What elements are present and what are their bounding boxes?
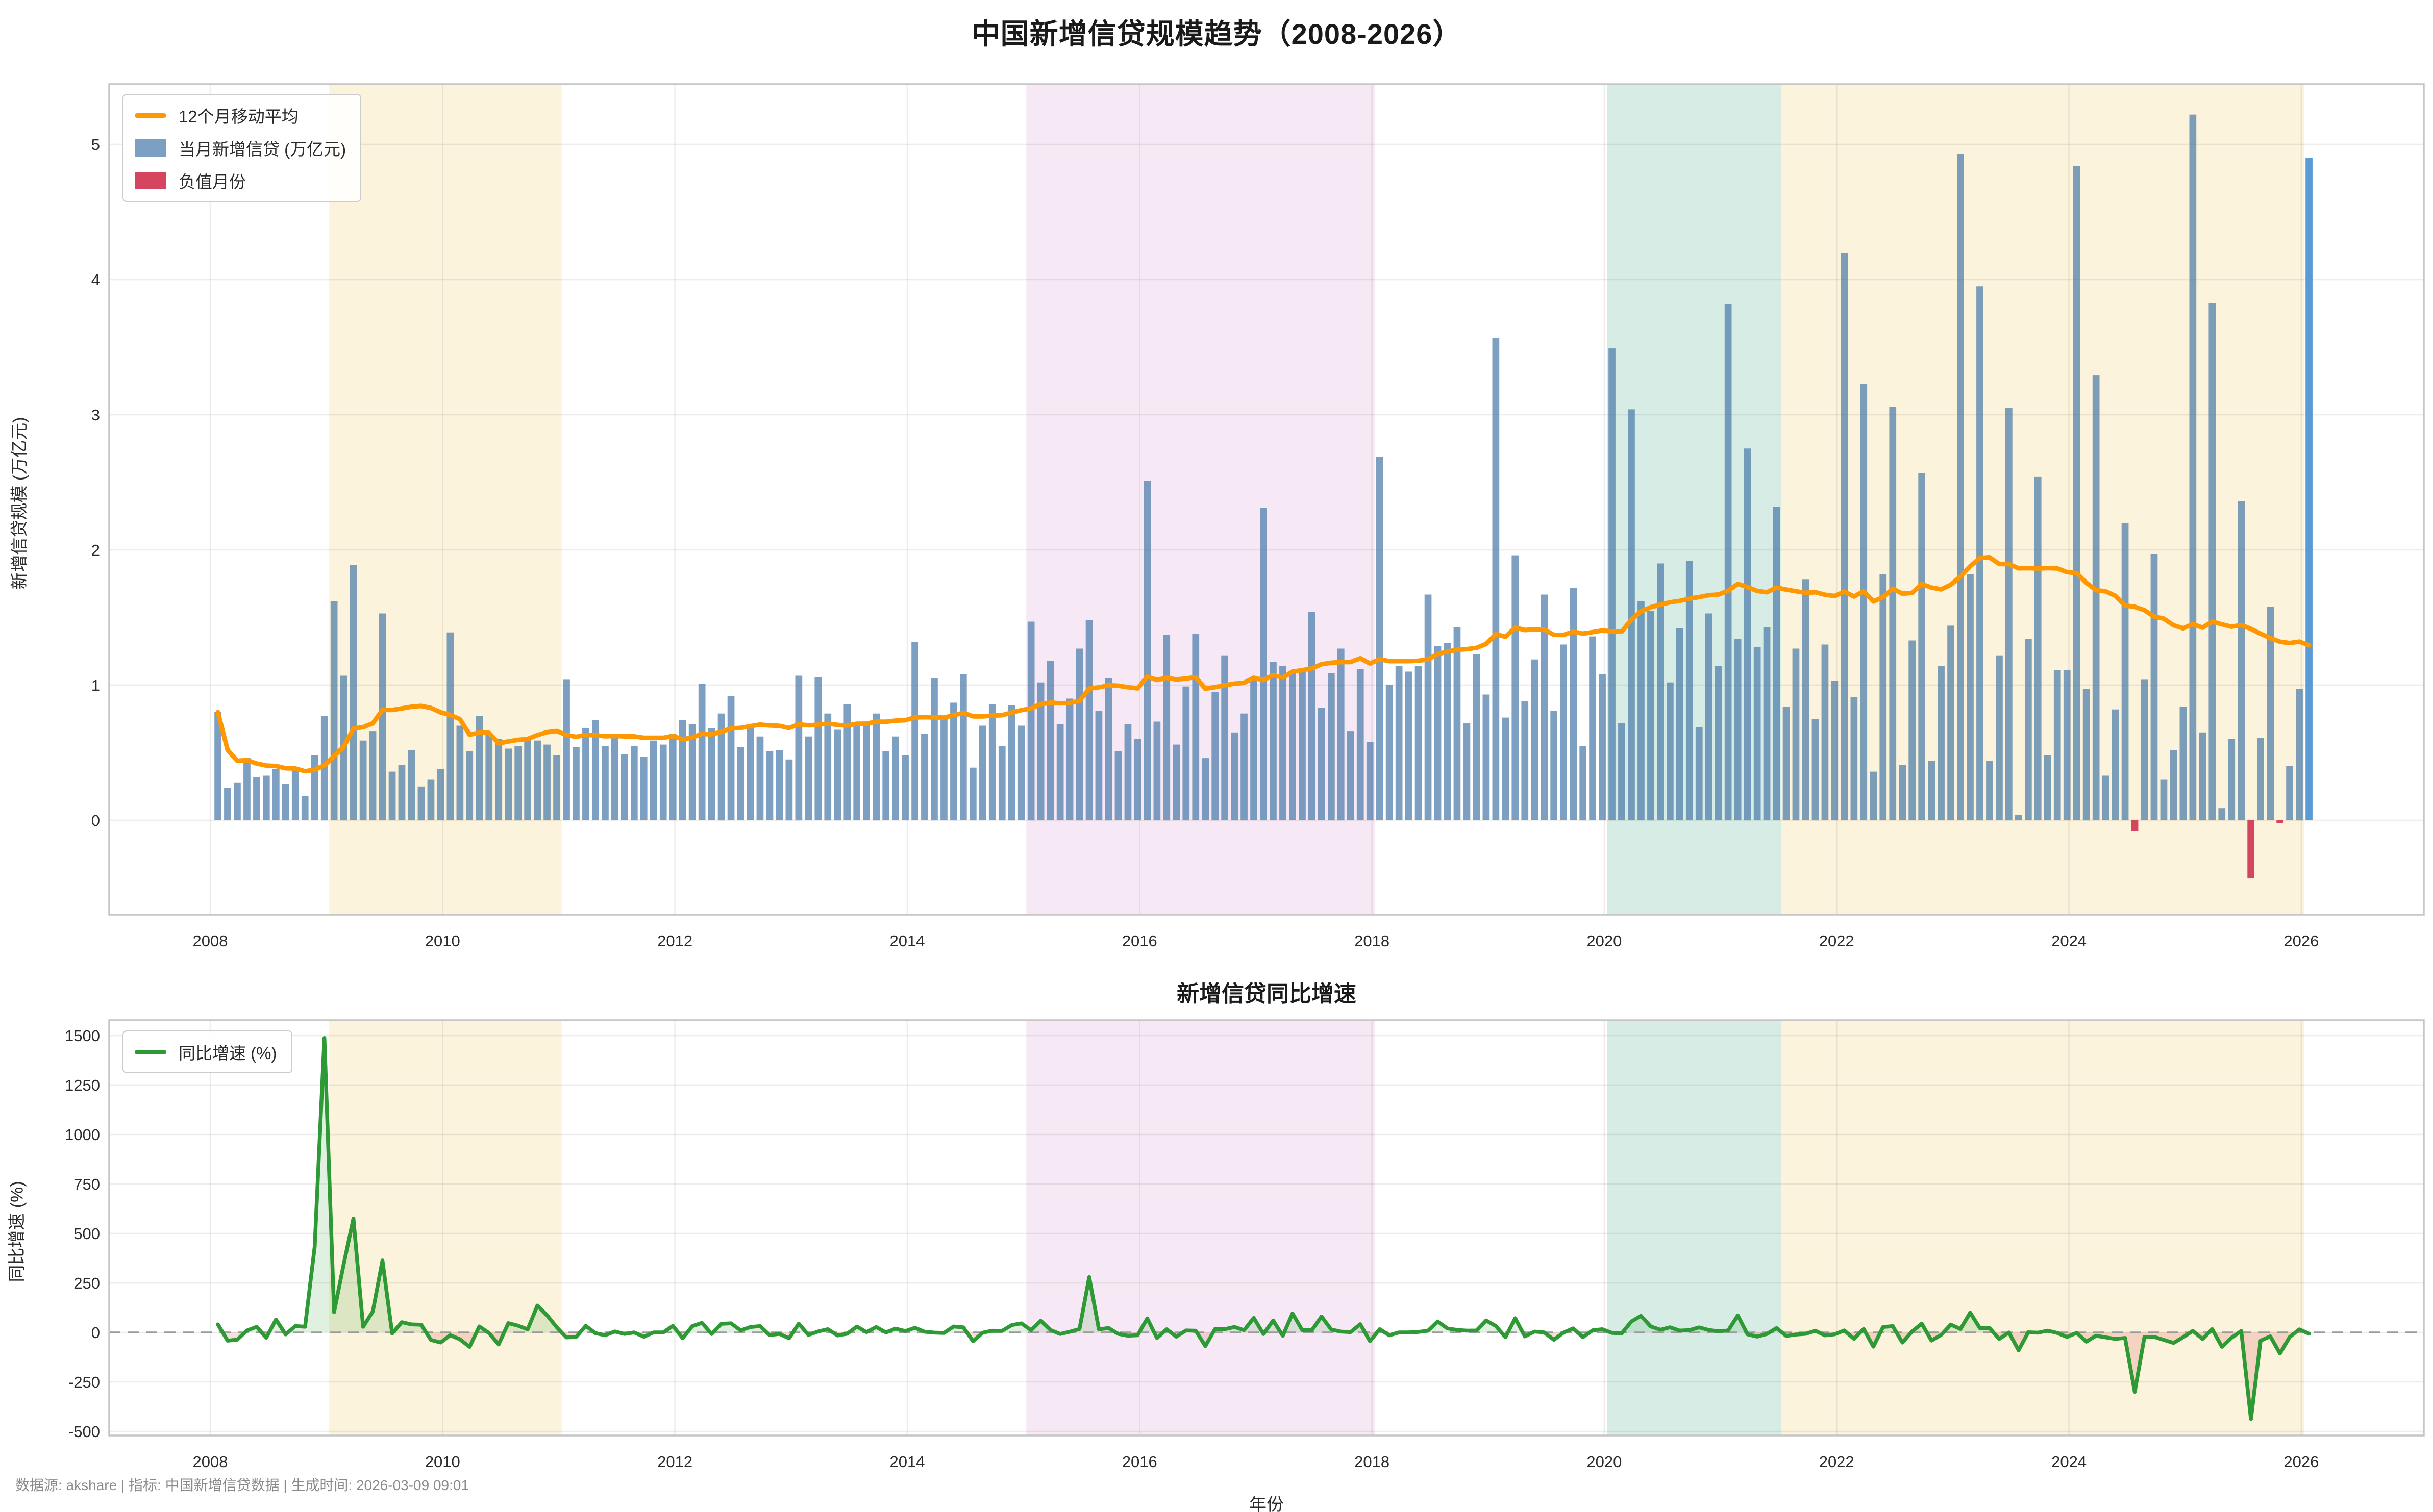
svg-text:1500: 1500	[65, 1027, 100, 1045]
svg-text:2: 2	[91, 541, 100, 559]
top-chart-canvas: 0 1 2 3 4 5 2008 2010 2012 2014 2016 2018 2020 2022 20…	[91, 83, 2425, 950]
bottom-chart-canvas: -500 -250 0 250 500 750 1000 1250 1500 2008 2010 20…	[65, 1019, 2425, 1471]
ma12-line	[215, 555, 2312, 774]
svg-text:750: 750	[73, 1175, 100, 1193]
legend-item-ma12: 12个月移动平均	[135, 103, 346, 128]
svg-text:500: 500	[73, 1225, 100, 1243]
svg-text:2018: 2018	[1354, 1453, 1389, 1471]
negative-month-bar-swatch-icon	[135, 172, 166, 189]
legend-item-yoy: 同比增速 (%)	[135, 1040, 277, 1064]
legend-item-monthly-credit: 当月新增信贷 (万亿元)	[135, 136, 346, 160]
yoy-line	[216, 1036, 2311, 1421]
svg-text:2012: 2012	[657, 1453, 692, 1471]
svg-text:2016: 2016	[1122, 932, 1157, 950]
bottom-legend: 同比增速 (%)	[122, 1030, 292, 1073]
svg-text:2012: 2012	[657, 932, 692, 950]
monthly-credit-bars	[214, 114, 2313, 878]
svg-text:2008: 2008	[193, 1453, 228, 1471]
top-legend: 12个月移动平均 当月新增信贷 (万亿元) 负值月份	[122, 94, 362, 202]
svg-text:4: 4	[91, 271, 100, 289]
x-axis-label: 年份	[1249, 1495, 1284, 1512]
svg-text:2024: 2024	[2051, 1453, 2087, 1471]
svg-text:2010: 2010	[425, 932, 460, 950]
svg-text:2026: 2026	[2283, 1453, 2319, 1471]
ma12-line-swatch-icon	[135, 113, 166, 118]
svg-text:5: 5	[91, 136, 100, 154]
svg-text:2024: 2024	[2051, 932, 2087, 950]
legend-item-negative-month: 负值月份	[135, 168, 346, 193]
svg-text:2010: 2010	[425, 1453, 460, 1471]
svg-text:250: 250	[73, 1274, 100, 1292]
svg-text:3: 3	[91, 406, 100, 424]
svg-text:2026: 2026	[2283, 932, 2319, 950]
svg-text:-250: -250	[68, 1373, 100, 1391]
bottom-chart-title: 新增信贷同比增速	[1177, 981, 1356, 1006]
svg-text:0: 0	[91, 812, 100, 829]
svg-text:1: 1	[91, 676, 100, 694]
svg-text:2014: 2014	[890, 1453, 925, 1471]
svg-text:2008: 2008	[193, 932, 228, 950]
svg-text:2022: 2022	[1819, 932, 1854, 950]
yoy-line-swatch-icon	[135, 1049, 166, 1054]
svg-text:0: 0	[91, 1324, 100, 1342]
svg-text:1250: 1250	[65, 1076, 100, 1094]
footer-text: 数据源: akshare | 指标: 中国新增信贷数据 | 生成时间: 2026…	[15, 1477, 469, 1493]
svg-text:1000: 1000	[65, 1126, 100, 1144]
svg-text:-500: -500	[68, 1423, 100, 1441]
svg-text:2016: 2016	[1122, 1453, 1157, 1471]
svg-text:2020: 2020	[1586, 1453, 1622, 1471]
monthly-credit-bar-swatch-icon	[135, 139, 166, 157]
main-title: 中国新增信贷规模趋势（2008-2026）	[971, 18, 1462, 50]
svg-text:2020: 2020	[1586, 932, 1622, 950]
svg-text:2018: 2018	[1354, 932, 1389, 950]
svg-text:2014: 2014	[890, 932, 925, 950]
svg-text:2022: 2022	[1819, 1453, 1854, 1471]
